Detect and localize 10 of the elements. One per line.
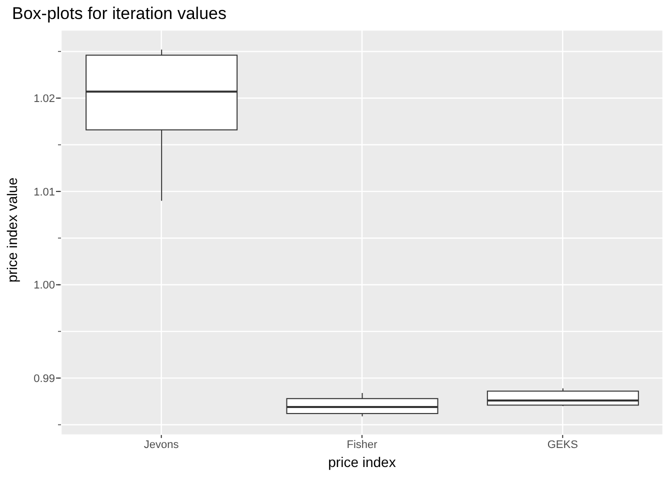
x-tick-label: GEKS bbox=[547, 438, 578, 451]
y-axis-title: price index value bbox=[4, 177, 20, 282]
chart-title: Box-plots for iteration values bbox=[12, 4, 226, 24]
x-tick-label: Jevons bbox=[144, 438, 180, 451]
x-tick-label: Fisher bbox=[346, 438, 378, 451]
y-tick-label: 1.01 bbox=[34, 186, 55, 198]
x-axis-title: price index bbox=[328, 454, 396, 470]
y-tick-label: 0.99 bbox=[34, 372, 55, 385]
y-tick-label: 1.02 bbox=[34, 92, 55, 105]
y-tick-label: 1.00 bbox=[34, 280, 55, 292]
